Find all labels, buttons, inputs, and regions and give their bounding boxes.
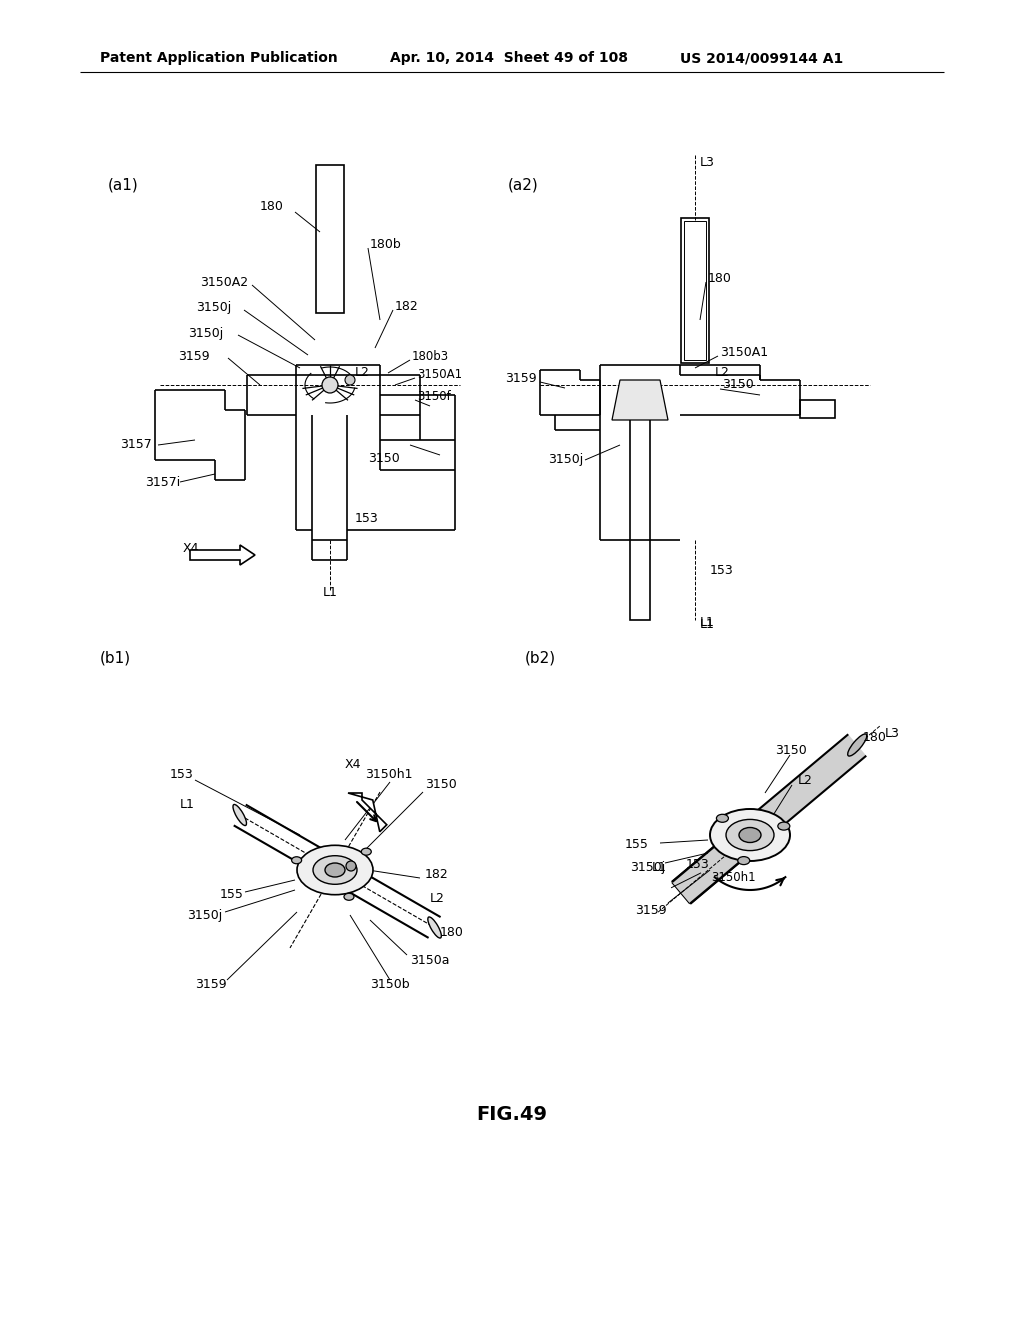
Text: 180: 180: [260, 201, 284, 214]
Text: L1: L1: [323, 586, 338, 599]
Text: 153: 153: [170, 768, 194, 781]
Text: 3159: 3159: [505, 371, 537, 384]
Text: 3150A2: 3150A2: [200, 276, 248, 289]
Ellipse shape: [778, 822, 790, 830]
Text: L3: L3: [885, 727, 900, 741]
Text: 3150: 3150: [775, 743, 807, 756]
Ellipse shape: [848, 734, 866, 756]
Text: L1: L1: [652, 861, 667, 874]
Text: 180: 180: [708, 272, 732, 285]
Text: X4: X4: [183, 541, 200, 554]
Text: L1: L1: [180, 799, 195, 812]
Text: 180: 180: [862, 730, 886, 743]
Text: 3150b: 3150b: [370, 978, 410, 991]
Text: US 2014/0099144 A1: US 2014/0099144 A1: [680, 51, 843, 65]
Text: L3: L3: [700, 156, 715, 169]
Text: 3150a: 3150a: [410, 953, 450, 966]
Ellipse shape: [233, 804, 247, 825]
Text: L2: L2: [798, 774, 813, 787]
Text: 3150j: 3150j: [196, 301, 231, 314]
Text: 3159: 3159: [195, 978, 226, 991]
Bar: [630, 540, 650, 620]
Text: 3150j: 3150j: [548, 454, 584, 466]
Ellipse shape: [726, 820, 774, 850]
Circle shape: [322, 378, 338, 393]
Bar: [684, 220, 706, 360]
Ellipse shape: [737, 857, 750, 865]
Ellipse shape: [710, 809, 790, 861]
Text: 182: 182: [425, 869, 449, 882]
Ellipse shape: [361, 849, 372, 855]
Circle shape: [345, 375, 355, 385]
Ellipse shape: [292, 857, 302, 863]
Text: 153: 153: [686, 858, 710, 871]
Text: 180: 180: [440, 925, 464, 939]
Ellipse shape: [428, 917, 441, 939]
Bar: [681, 218, 709, 363]
Bar: [800, 400, 835, 418]
Text: L1: L1: [700, 619, 715, 631]
Bar: [316, 165, 344, 313]
Text: L1: L1: [700, 615, 715, 628]
Text: 3150A1: 3150A1: [720, 346, 768, 359]
Text: (b1): (b1): [100, 651, 131, 665]
Text: X4: X4: [345, 759, 361, 771]
Ellipse shape: [739, 828, 761, 842]
Text: 180b: 180b: [370, 238, 401, 251]
Ellipse shape: [325, 863, 345, 876]
Text: 3150h1: 3150h1: [711, 871, 756, 884]
Polygon shape: [348, 793, 387, 832]
Text: Apr. 10, 2014  Sheet 49 of 108: Apr. 10, 2014 Sheet 49 of 108: [390, 51, 628, 65]
Text: 3157i: 3157i: [145, 475, 180, 488]
Text: 3157: 3157: [120, 438, 152, 451]
Polygon shape: [190, 545, 255, 565]
Text: 153: 153: [355, 511, 379, 524]
Ellipse shape: [297, 845, 373, 895]
Text: 3150j: 3150j: [630, 861, 666, 874]
Text: 3159: 3159: [178, 350, 210, 363]
Ellipse shape: [344, 894, 354, 900]
Text: 3150h1: 3150h1: [365, 768, 413, 781]
Text: 3159: 3159: [635, 903, 667, 916]
Ellipse shape: [313, 855, 357, 884]
Text: 3150j: 3150j: [187, 908, 222, 921]
Text: FIG.49: FIG.49: [476, 1106, 548, 1125]
Text: 182: 182: [395, 301, 419, 314]
Text: 180b3: 180b3: [412, 351, 450, 363]
Text: 3150j: 3150j: [188, 326, 223, 339]
Text: Patent Application Publication: Patent Application Publication: [100, 51, 338, 65]
Circle shape: [346, 861, 356, 871]
Polygon shape: [612, 380, 668, 420]
Text: (a1): (a1): [108, 177, 138, 193]
Text: (b2): (b2): [525, 651, 556, 665]
Text: 155: 155: [220, 888, 244, 902]
Ellipse shape: [717, 814, 728, 822]
Polygon shape: [672, 824, 759, 904]
Text: 3150: 3150: [425, 779, 457, 792]
Text: (a2): (a2): [508, 177, 539, 193]
Text: 3150: 3150: [722, 379, 754, 392]
Text: L2: L2: [715, 366, 730, 379]
Polygon shape: [741, 734, 866, 846]
Text: 3150: 3150: [368, 451, 399, 465]
Text: 3150A1: 3150A1: [417, 368, 462, 381]
Text: 3150f: 3150f: [417, 391, 451, 404]
Text: L2: L2: [430, 891, 444, 904]
Text: L2: L2: [355, 366, 370, 379]
Text: 153: 153: [710, 564, 734, 577]
Text: 155: 155: [625, 838, 649, 851]
